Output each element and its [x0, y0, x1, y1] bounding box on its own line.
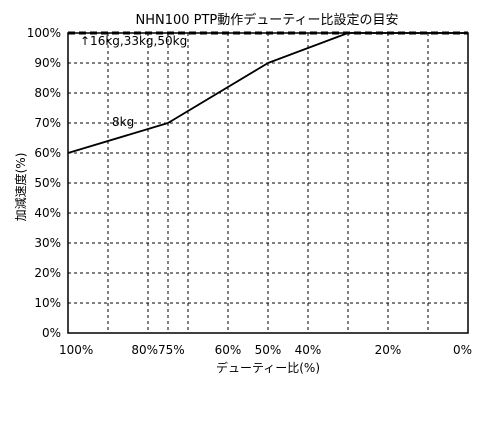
y-axis-label: 加減速度(%) — [13, 153, 28, 222]
x-tick-label: 100% — [59, 343, 93, 357]
series-layer — [67, 31, 468, 154]
grid — [68, 33, 468, 333]
x-axis: 100% 80%75% 60% 50% 40% 20% 0% — [59, 343, 472, 357]
x-tick-label: 50% — [255, 343, 282, 357]
y-tick-label: 100% — [27, 26, 61, 40]
y-tick-label: 90% — [34, 56, 61, 70]
y-tick-label: 70% — [34, 116, 61, 130]
annotation-label: ↑16kg,33kg,50kg — [80, 34, 187, 48]
x-axis-label: デューティー比(%) — [216, 360, 320, 375]
y-tick-label: 10% — [34, 296, 61, 310]
y-tick-label: 40% — [34, 206, 61, 220]
y-tick-label: 30% — [34, 236, 61, 250]
x-tick-label: 20% — [375, 343, 402, 357]
chart-title: NHN100 PTP動作デューティー比設定の目安 — [135, 12, 398, 28]
y-tick-label: 60% — [34, 146, 61, 160]
y-tick-label: 20% — [34, 266, 61, 280]
annotation-label: 8kg — [112, 115, 134, 129]
x-tick-label: 60% — [215, 343, 242, 357]
y-tick-label: 80% — [34, 86, 61, 100]
x-tick-label: 80%75% — [131, 343, 184, 357]
x-tick-label: 40% — [295, 343, 322, 357]
y-tick-label: 50% — [34, 176, 61, 190]
annotations: ↑16kg,33kg,50kg 8kg — [80, 34, 187, 129]
x-tick-label: 0% — [453, 343, 472, 357]
y-axis: 0% 10% 20% 30% 40% 50% 60% 70% 80% 90% 100% — [27, 26, 61, 340]
y-tick-label: 0% — [42, 326, 61, 340]
